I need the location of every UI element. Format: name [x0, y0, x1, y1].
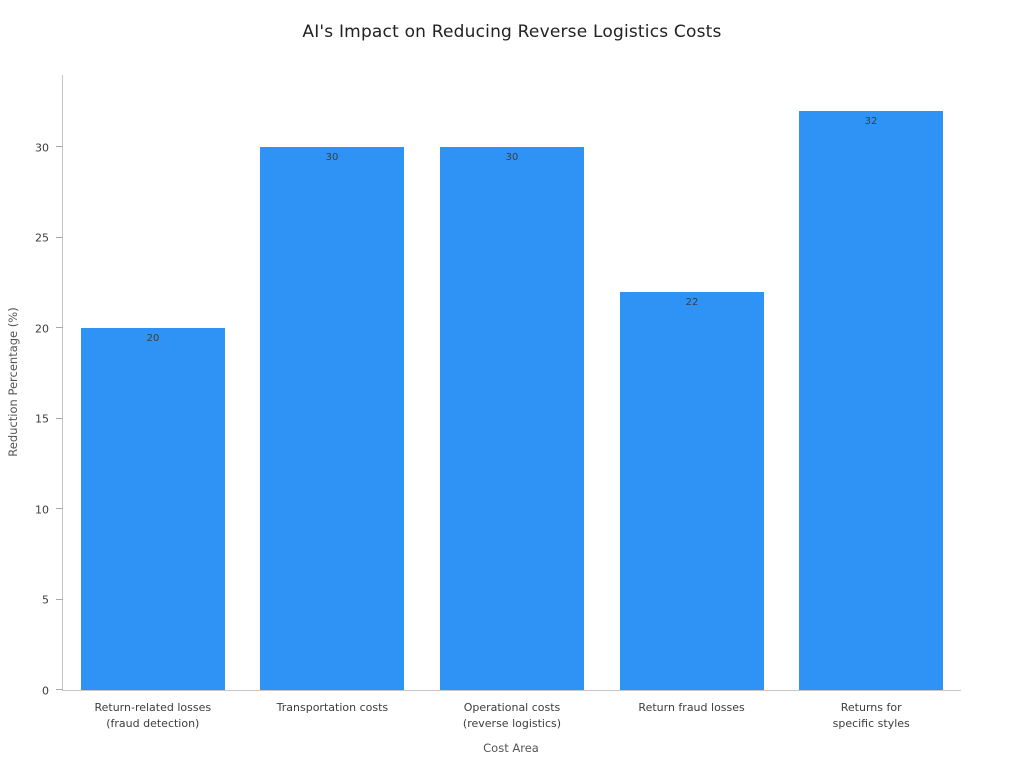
bar: 20 [81, 328, 225, 690]
bar: 30 [260, 147, 404, 690]
y-tick [56, 146, 63, 148]
plot-area: 0 5 10 15 20 25 30 20 Return-related losses (fra… [35, 75, 961, 730]
bar-value-label: 20 [146, 333, 160, 344]
bar-value-label: 30 [325, 152, 339, 163]
y-tick [56, 327, 63, 329]
y-tick-label: 25 [35, 231, 49, 245]
y-tick [56, 598, 63, 600]
y-axis-label: Reduction Percentage (%) [6, 307, 20, 457]
bar: 32 [799, 111, 943, 690]
bar-value-label: 30 [505, 152, 519, 163]
bar: 22 [620, 292, 764, 690]
x-tick-label: Operational costs (reverse logistics) [462, 701, 562, 730]
bar: 30 [440, 147, 584, 690]
y-tick [56, 689, 63, 690]
x-tick-label: Return-related losses (fraud detection) [94, 701, 212, 730]
chart-title: AI's Impact on Reducing Reverse Logistic… [302, 22, 722, 42]
bar-value-label: 22 [685, 297, 699, 308]
y-tick-label: 0 [42, 684, 49, 697]
x-tick-label: Return fraud losses [638, 701, 745, 714]
x-axis-label: Cost Area [483, 741, 539, 755]
y-tick-label: 20 [35, 322, 49, 336]
y-tick [56, 417, 63, 419]
y-tick [56, 508, 63, 510]
y-tick-label: 30 [35, 141, 49, 155]
bar-value-label: 32 [864, 116, 878, 127]
y-tick-label: 5 [42, 593, 49, 607]
y-tick-label: 15 [35, 412, 49, 426]
y-tick-label: 10 [35, 503, 49, 517]
y-tick [56, 236, 63, 238]
x-tick-label: Transportation costs [276, 701, 389, 714]
x-tick-label: Returns for specific styles [832, 701, 910, 730]
